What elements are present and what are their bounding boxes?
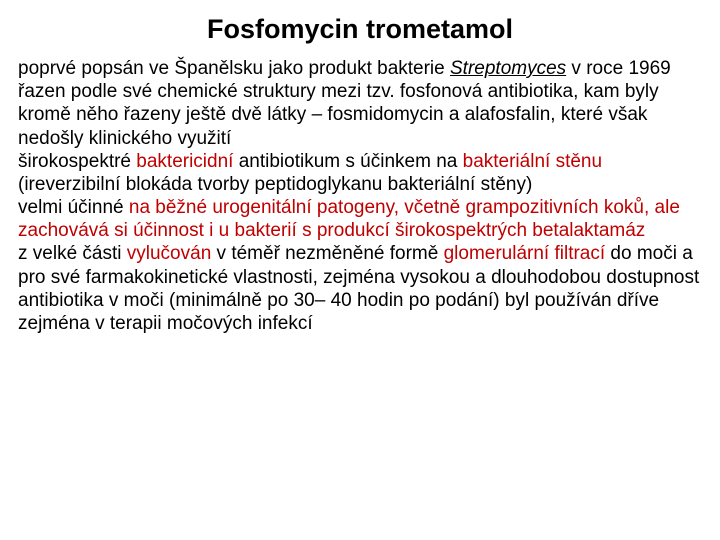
slide-body: poprvé popsán ve Španělsku jako produkt … xyxy=(18,57,702,335)
body-text: Streptomyces xyxy=(450,58,566,79)
body-text: antibiotikum s účinkem na xyxy=(233,151,462,172)
slide: Fosfomycin trometamol poprvé popsán ve Š… xyxy=(0,0,720,540)
body-text: v téměř nezměněné formě xyxy=(211,243,443,264)
body-text: širokospektré xyxy=(18,151,136,172)
body-text: v roce 1969 xyxy=(566,58,671,79)
body-text: baktericidní xyxy=(136,151,233,172)
body-text: glomerulární filtrací xyxy=(444,243,606,264)
body-text: řazen podle své chemické struktury mezi … xyxy=(18,81,659,148)
body-text: vylučován xyxy=(127,243,212,264)
body-text: velmi účinné xyxy=(18,197,129,218)
body-text: (ireverzibilní blokáda tvorby peptidogly… xyxy=(18,174,532,195)
body-text: z velké části xyxy=(18,243,127,264)
slide-title: Fosfomycin trometamol xyxy=(18,14,702,45)
body-text: poprvé popsán ve Španělsku jako produkt … xyxy=(18,58,450,79)
body-text: bakteriální stěnu xyxy=(463,151,602,172)
